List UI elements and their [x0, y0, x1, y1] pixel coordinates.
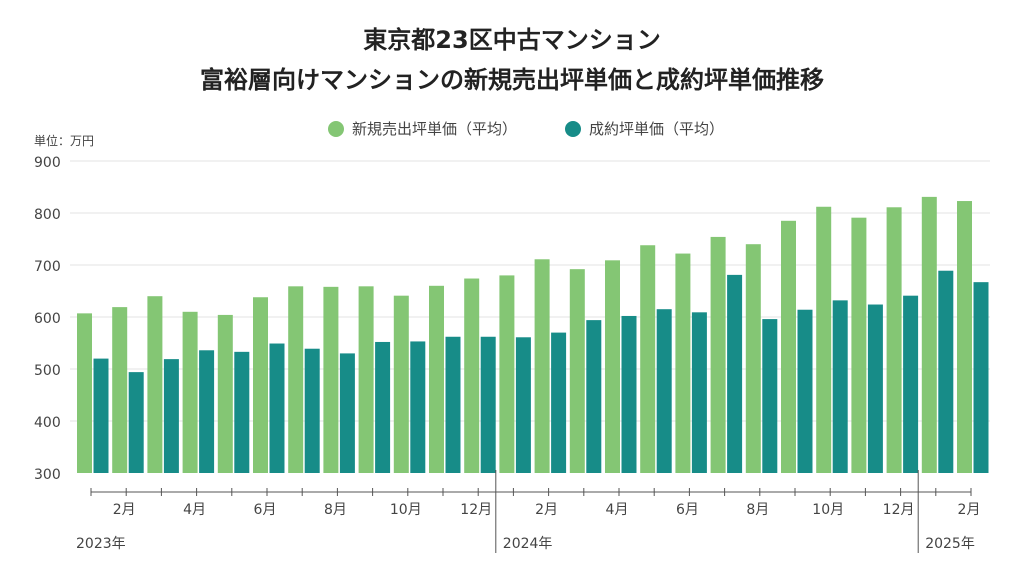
legend-swatch-green [328, 120, 344, 137]
bar-contract [973, 282, 989, 473]
x-tick-label: 2月 [535, 502, 558, 518]
x-tick-label: 10月 [390, 502, 422, 518]
y-tick-label: 500 [34, 363, 61, 379]
bar-contract [199, 350, 215, 473]
chart-title: 東京都23区中古マンション [363, 26, 661, 54]
bar-contract [375, 341, 391, 473]
bar-new-listing [921, 196, 937, 473]
bar-new-listing [147, 296, 163, 473]
year-label: 2024年 [503, 536, 553, 552]
x-tick-label: 12月 [460, 502, 492, 518]
bar-contract [938, 270, 954, 473]
bar-contract [410, 341, 426, 473]
x-tick-label: 10月 [812, 502, 844, 518]
bar-contract [480, 336, 496, 473]
bar-contract [903, 295, 919, 473]
bar-new-listing [217, 314, 233, 473]
y-tick-label: 800 [34, 207, 61, 223]
bar-new-listing [886, 207, 902, 473]
bar-new-listing [499, 275, 515, 473]
x-tick-label: 6月 [676, 502, 699, 518]
bar-new-listing [429, 285, 444, 473]
legend-item-new-listing: 新規売出坪単価（平均） [328, 118, 517, 139]
chart-subtitle: 富裕層向けマンションの新規売出坪単価と成約坪単価推移 [200, 66, 824, 94]
bar-contract [339, 353, 355, 473]
bar-new-listing [393, 295, 409, 473]
bar-contract [621, 315, 637, 473]
bar-new-listing [112, 307, 128, 473]
bar-new-listing [534, 259, 550, 473]
bar-new-listing [358, 286, 374, 473]
bar-contract [832, 300, 848, 473]
bar-new-listing [745, 244, 761, 473]
bar-new-listing [816, 206, 832, 473]
bar-contract [515, 337, 531, 473]
x-tick-label: 6月 [254, 502, 277, 518]
bar-contract [93, 358, 109, 473]
bar-new-listing [605, 260, 620, 473]
year-label: 2023年 [76, 536, 126, 552]
bar-new-listing [675, 253, 691, 473]
bar-new-listing [182, 311, 198, 473]
legend-swatch-teal [565, 120, 581, 137]
x-tick-label: 2月 [958, 502, 981, 518]
bar-contract [551, 332, 567, 473]
bar-contract [234, 351, 250, 473]
bar-new-listing [288, 286, 304, 473]
bar-contract [691, 312, 707, 473]
bar-contract [762, 319, 778, 473]
x-tick-label: 12月 [883, 502, 915, 518]
bar-contract [867, 304, 883, 473]
bar-contract [163, 359, 179, 473]
bar-contract [128, 372, 144, 473]
legend-label: 新規売出坪単価（平均） [352, 120, 518, 138]
x-tick-label: 8月 [324, 502, 347, 518]
bar-new-listing [851, 217, 867, 473]
bar-contract [656, 309, 672, 473]
x-tick-label: 8月 [746, 502, 769, 518]
bar-new-listing [781, 220, 796, 473]
x-tick-label: 4月 [183, 502, 206, 518]
bar-new-listing [569, 269, 585, 473]
bar-new-listing [710, 236, 726, 473]
bar-contract [445, 336, 461, 473]
bar-new-listing [253, 297, 268, 473]
bar-new-listing [464, 278, 480, 473]
legend-label: 成約坪単価（平均） [589, 120, 725, 138]
y-tick-label: 700 [34, 259, 61, 275]
bar-new-listing [323, 286, 339, 473]
bar-contract [269, 343, 285, 473]
y-tick-label: 400 [34, 415, 61, 431]
bar-contract [797, 309, 813, 473]
x-tick-label: 4月 [606, 502, 629, 518]
y-tick-label: 300 [34, 467, 61, 483]
y-tick-label: 600 [34, 311, 61, 327]
x-tick-label: 2月 [113, 502, 136, 518]
bar-new-listing [957, 201, 972, 474]
year-label: 2025年 [925, 536, 975, 552]
bar-new-listing [77, 313, 92, 473]
bar-contract [727, 274, 743, 473]
legend-item-contract: 成約坪単価（平均） [565, 118, 724, 139]
bar-new-listing [640, 245, 656, 473]
bar-contract [304, 348, 320, 473]
y-tick-label: 900 [34, 155, 61, 171]
y-axis-unit-label: 単位：万円 [34, 134, 95, 148]
bar-contract [586, 320, 602, 473]
